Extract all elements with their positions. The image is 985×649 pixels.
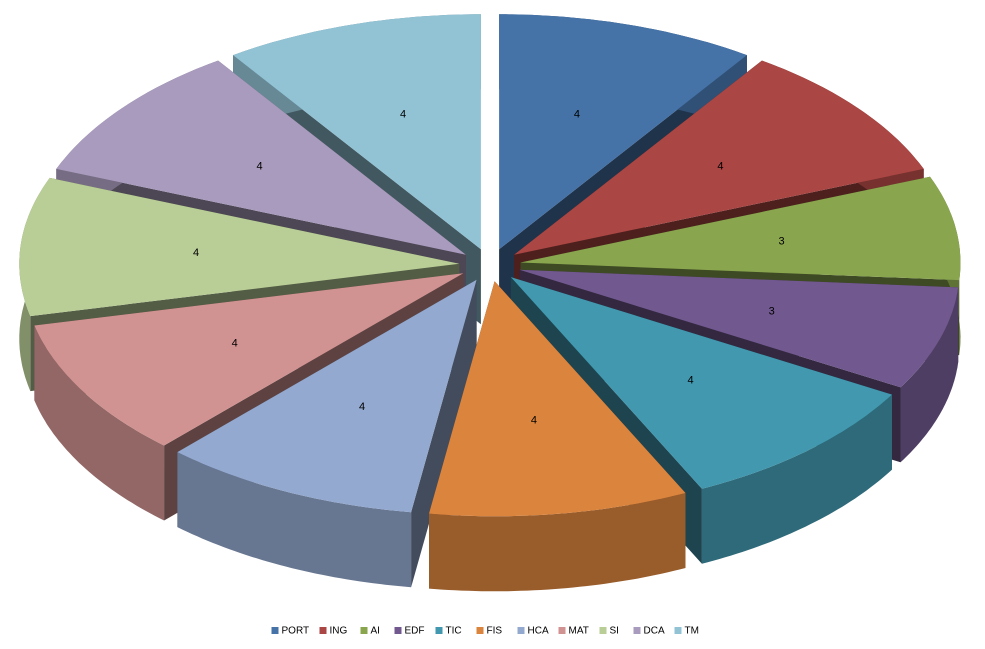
slice-top [514,60,924,255]
legend-label: FIS [487,626,503,637]
slice: 4 [429,281,686,592]
legend-swatch [674,627,682,634]
legend-label: MAT [569,626,589,637]
legend-label: HCA [528,626,549,637]
data-label: 4 [193,247,199,259]
slice-top [19,177,460,317]
legend-label: TM [685,626,699,637]
legend-label: DCA [644,626,665,637]
slice-top [510,277,892,489]
legend-swatch [319,627,327,634]
legend-swatch [476,627,484,634]
data-label: 4 [400,108,406,120]
data-label: 3 [769,305,775,317]
slice-top [177,279,477,513]
data-label: 4 [717,161,723,173]
slice-top [519,269,959,388]
slice-wall [701,394,892,564]
legend-swatch [558,627,566,634]
slice-top [34,273,464,446]
data-label: 4 [687,374,693,386]
legend-label: ING [330,626,348,637]
legend-label: PORT [282,626,310,637]
legend-swatch [517,627,525,634]
legend-swatch [633,627,641,634]
data-label: 4 [574,108,580,120]
legend-swatch [599,627,607,634]
slice: 4 [177,279,477,588]
data-label: 3 [778,235,784,247]
legend-label: TIC [446,626,462,637]
slice-wall [34,325,165,521]
legend-swatch [435,627,443,634]
slice-top [499,14,747,250]
legend-label: AI [371,626,380,637]
slice-wall [177,452,412,588]
slice-wall [900,287,959,463]
data-label: 4 [256,161,262,173]
legend-swatch [360,627,368,634]
slice-top [233,14,481,250]
data-label: 4 [531,415,537,427]
data-label: 4 [232,338,238,350]
legend-swatch [271,627,279,634]
slice-top [56,60,466,255]
legend-label: EDF [405,626,425,637]
slice-top [429,281,686,517]
slice-top [520,176,961,281]
legend-swatch [394,627,402,634]
slice-wall [429,493,686,592]
legend-label: SI [610,626,619,637]
data-label: 4 [359,401,365,413]
